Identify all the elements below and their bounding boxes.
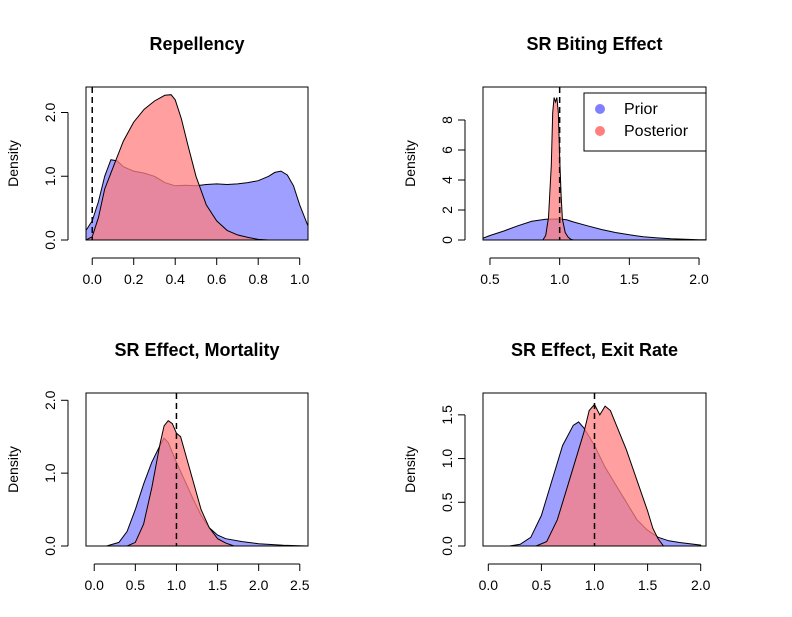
posterior-density-area xyxy=(535,403,665,546)
y-tick-label: 0.5 xyxy=(439,492,455,512)
x-tick-label: 0.4 xyxy=(165,271,185,287)
plot-frame xyxy=(85,86,309,241)
x-tick-label: 1.5 xyxy=(620,271,640,287)
chart-title: SR Effect, Exit Rate xyxy=(511,340,678,360)
x-tick-label: 1.5 xyxy=(208,577,228,593)
legend-prior-label: Prior xyxy=(624,101,658,118)
y-tick-label: 1.0 xyxy=(439,449,455,469)
legend: Prior Posterior xyxy=(583,92,707,152)
chart-title: SR Biting Effect xyxy=(526,34,662,54)
x-tick-label: 0.6 xyxy=(207,271,227,287)
chart-title: SR Effect, Mortality xyxy=(114,340,279,360)
chart-panel-1: Repellency 0.0 0.2 0.4 0.6 0.8 1.0 0.0 1.0 2.0 Den… xyxy=(5,34,310,287)
posterior-density-area xyxy=(126,420,235,546)
posterior-density-area xyxy=(542,97,574,240)
y-tick-label: 2 xyxy=(439,206,455,214)
x-tick-label: 1.0 xyxy=(290,271,310,287)
legend-posterior-label: Posterior xyxy=(624,123,689,140)
posterior-density-area xyxy=(86,94,269,240)
y-tick-label: 4 xyxy=(439,176,455,184)
y-tick-label: 0.0 xyxy=(439,536,455,556)
chart-panel-3: SR Effect, Mortality 0.0 0.5 1.0 1.5 2.0 2.5 0.… xyxy=(5,340,310,593)
y-axis-label: Density xyxy=(5,140,21,187)
x-tick-label: 0.8 xyxy=(248,271,268,287)
x-tick-label: 2.5 xyxy=(290,577,310,593)
y-tick-label: 0.0 xyxy=(42,536,58,556)
x-tick-label: 0.0 xyxy=(84,577,104,593)
plot-frame xyxy=(482,392,707,547)
x-tick-label: 1.0 xyxy=(550,271,570,287)
x-tick-label: 0.0 xyxy=(479,577,499,593)
y-tick-label: 2.0 xyxy=(42,390,58,410)
y-tick-label: 2.0 xyxy=(42,103,58,123)
chart-title: Repellency xyxy=(149,34,244,54)
y-axis-label: Density xyxy=(402,446,418,493)
y-tick-label: 1.0 xyxy=(42,463,58,483)
density-areas xyxy=(86,87,308,240)
y-tick-label: 1.5 xyxy=(439,405,455,425)
x-tick-label: 1.5 xyxy=(638,577,658,593)
legend-posterior-swatch xyxy=(595,126,605,136)
x-tick-label: 0.5 xyxy=(126,577,146,593)
y-tick-label: 0.0 xyxy=(42,230,58,250)
x-tick-label: 0.5 xyxy=(532,577,552,593)
x-tick-label: 0.5 xyxy=(480,271,500,287)
y-tick-label: 8 xyxy=(439,116,455,124)
density-areas xyxy=(106,393,308,546)
x-tick-label: 0.2 xyxy=(124,271,144,287)
x-tick-label: 2.0 xyxy=(689,271,709,287)
y-tick-label: 0 xyxy=(439,236,455,244)
x-tick-label: 1.0 xyxy=(167,577,187,593)
plot-frame xyxy=(482,86,707,241)
y-axis-label: Density xyxy=(402,140,418,187)
y-axis-label: Density xyxy=(5,446,21,493)
x-tick-label: 2.0 xyxy=(249,577,269,593)
chart-panel-4: SR Effect, Exit Rate 0.0 0.5 1.0 1.5 2.0 0.0 0.… xyxy=(402,340,711,593)
x-tick-label: 0.0 xyxy=(82,271,102,287)
y-tick-label: 6 xyxy=(439,146,455,154)
x-tick-label: 2.0 xyxy=(691,577,711,593)
y-tick-label: 1.0 xyxy=(42,166,58,186)
chart-panel-2: SR Biting Effect 0.5 1.0 1.5 2.0 0 2 4 6 8 Density xyxy=(402,34,709,287)
legend-prior-swatch xyxy=(595,104,605,114)
plot-frame xyxy=(85,392,309,547)
x-tick-label: 1.0 xyxy=(585,577,605,593)
density-areas xyxy=(509,393,702,546)
